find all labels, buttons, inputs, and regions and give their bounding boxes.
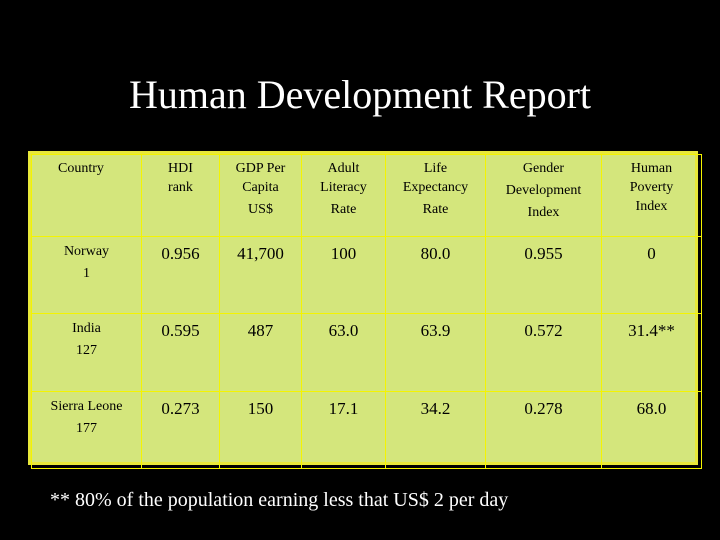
hdi-rank-value: 0.956 — [141, 236, 220, 314]
gdi-value: 0.955 — [485, 236, 602, 314]
header-row: Country HDI rank GDP Per Capita US$ Adul… — [31, 154, 702, 237]
country-cell: Sierra Leone 177 — [31, 391, 142, 469]
hpi-value: 68.0 — [601, 391, 702, 469]
hdi-table-container: Country HDI rank GDP Per Capita US$ Adul… — [28, 151, 702, 469]
header-adult-literacy-rate: Adult Literacy Rate — [301, 154, 386, 237]
life-expectancy-value: 34.2 — [385, 391, 486, 469]
country-cell: India 127 — [31, 313, 142, 392]
life-expectancy-value: 80.0 — [385, 236, 486, 314]
table-row: India 127 0.595 487 63.0 63.9 0.572 31.4… — [31, 313, 702, 392]
header-country: Country — [31, 154, 142, 237]
life-expectancy-value: 63.9 — [385, 313, 486, 392]
literacy-value: 17.1 — [301, 391, 386, 469]
hpi-value: 31.4** — [601, 313, 702, 392]
header-gdp-per-capita: GDP Per Capita US$ — [219, 154, 302, 237]
slide-title: Human Development Report — [128, 72, 592, 117]
header-gender-development-index: Gender Development Index — [485, 154, 602, 237]
footnote: ** 80% of the population earning less th… — [50, 489, 509, 511]
hdi-table: Country HDI rank GDP Per Capita US$ Adul… — [31, 154, 702, 469]
literacy-value: 100 — [301, 236, 386, 314]
hdi-rank-value: 0.595 — [141, 313, 220, 392]
gdp-value: 487 — [219, 313, 302, 392]
gdi-value: 0.278 — [485, 391, 602, 469]
gdi-value: 0.572 — [485, 313, 602, 392]
header-hdi-rank: HDI rank — [141, 154, 220, 237]
gdp-value: 150 — [219, 391, 302, 469]
hdi-rank-value: 0.273 — [141, 391, 220, 469]
table-row: Sierra Leone 177 0.273 150 17.1 34.2 0.2… — [31, 391, 702, 469]
gdp-value: 41,700 — [219, 236, 302, 314]
country-cell: Norway 1 — [31, 236, 142, 314]
literacy-value: 63.0 — [301, 313, 386, 392]
header-human-poverty-index: Human Poverty Index — [601, 154, 702, 237]
table-row: Norway 1 0.956 41,700 100 80.0 0.955 0 — [31, 236, 702, 314]
hpi-value: 0 — [601, 236, 702, 314]
header-life-expectancy-rate: Life Expectancy Rate — [385, 154, 486, 237]
